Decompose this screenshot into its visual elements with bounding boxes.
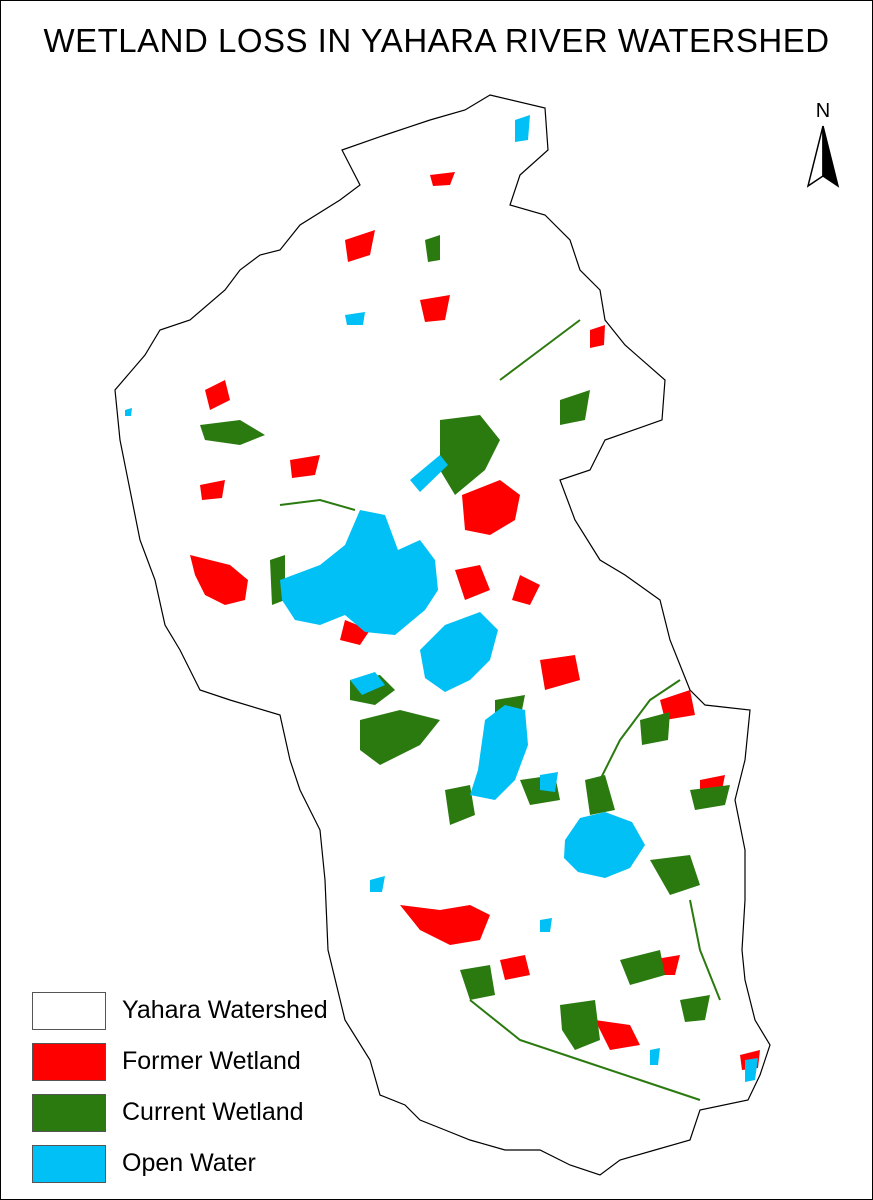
legend-item-watershed: Yahara Watershed bbox=[32, 992, 372, 1032]
lake-waubesa bbox=[470, 705, 528, 800]
legend-swatch-watershed bbox=[32, 992, 106, 1030]
lake-mendota bbox=[280, 510, 438, 635]
north-arrow-icon bbox=[806, 125, 840, 188]
map-title: WETLAND LOSS IN YAHARA RIVER WATERSHED bbox=[43, 22, 830, 59]
legend-item-former-wetland: Former Wetland bbox=[32, 1043, 372, 1083]
lake-kegonsa bbox=[564, 812, 645, 878]
lake-monona bbox=[420, 612, 498, 692]
stream-lines bbox=[279, 319, 721, 1101]
north-label: N bbox=[815, 100, 831, 122]
legend-label-open-water: Open Water bbox=[122, 1149, 256, 1177]
legend-label-current-wetland: Current Wetland bbox=[122, 1098, 304, 1126]
legend-swatch-former-wetland bbox=[32, 1043, 106, 1081]
legend-item-open-water: Open Water bbox=[32, 1145, 372, 1185]
legend-label-watershed: Yahara Watershed bbox=[122, 996, 328, 1024]
legend-swatch-open-water bbox=[32, 1145, 106, 1183]
legend-item-current-wetland: Current Wetland bbox=[32, 1094, 372, 1134]
legend-swatch-current-wetland bbox=[32, 1094, 106, 1132]
legend-label-former-wetland: Former Wetland bbox=[122, 1047, 301, 1075]
open-water-areas bbox=[125, 115, 758, 1082]
north-arrow: N bbox=[800, 100, 846, 190]
